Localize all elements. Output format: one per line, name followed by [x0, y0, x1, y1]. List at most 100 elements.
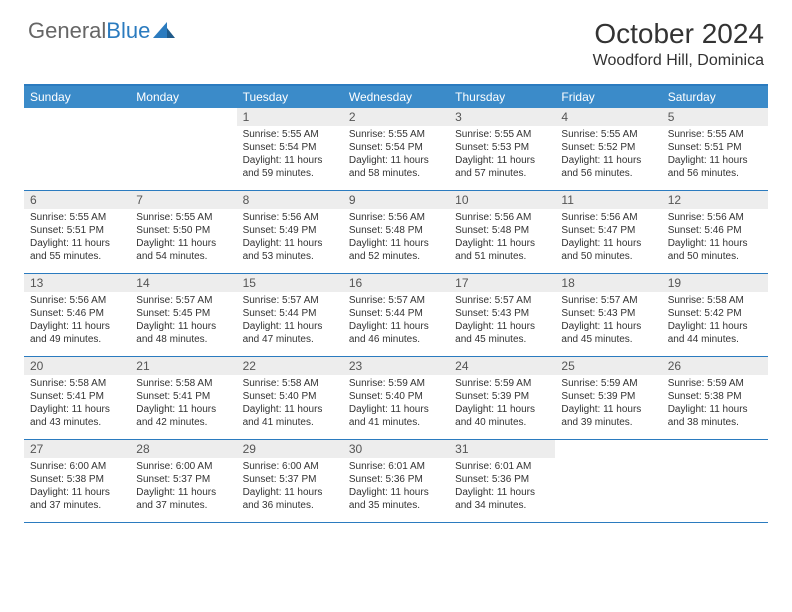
day-number: 7	[130, 191, 236, 209]
day-detail: Sunrise: 5:56 AMSunset: 5:46 PMDaylight:…	[24, 292, 130, 350]
calendar-cell	[24, 108, 130, 190]
day-detail: Sunrise: 6:00 AMSunset: 5:37 PMDaylight:…	[237, 458, 343, 516]
day-detail: Sunrise: 5:58 AMSunset: 5:41 PMDaylight:…	[130, 375, 236, 433]
day-header: Monday	[130, 86, 236, 108]
calendar-cell: 14Sunrise: 5:57 AMSunset: 5:45 PMDayligh…	[130, 274, 236, 356]
calendar-cell: 28Sunrise: 6:00 AMSunset: 5:37 PMDayligh…	[130, 440, 236, 522]
day-header: Friday	[555, 86, 661, 108]
day-detail: Sunrise: 5:57 AMSunset: 5:45 PMDaylight:…	[130, 292, 236, 350]
calendar-cell: 24Sunrise: 5:59 AMSunset: 5:39 PMDayligh…	[449, 357, 555, 439]
calendar-cell: 7Sunrise: 5:55 AMSunset: 5:50 PMDaylight…	[130, 191, 236, 273]
day-detail: Sunrise: 5:55 AMSunset: 5:53 PMDaylight:…	[449, 126, 555, 184]
week-row: 13Sunrise: 5:56 AMSunset: 5:46 PMDayligh…	[24, 274, 768, 357]
day-detail: Sunrise: 5:57 AMSunset: 5:44 PMDaylight:…	[343, 292, 449, 350]
day-number: 6	[24, 191, 130, 209]
weeks-container: 1Sunrise: 5:55 AMSunset: 5:54 PMDaylight…	[24, 108, 768, 523]
day-detail: Sunrise: 5:55 AMSunset: 5:52 PMDaylight:…	[555, 126, 661, 184]
day-detail: Sunrise: 5:56 AMSunset: 5:46 PMDaylight:…	[662, 209, 768, 267]
day-header: Wednesday	[343, 86, 449, 108]
calendar-cell	[555, 440, 661, 522]
calendar-cell: 21Sunrise: 5:58 AMSunset: 5:41 PMDayligh…	[130, 357, 236, 439]
day-number: 5	[662, 108, 768, 126]
day-number: 11	[555, 191, 661, 209]
calendar-cell: 4Sunrise: 5:55 AMSunset: 5:52 PMDaylight…	[555, 108, 661, 190]
title-block: October 2024 Woodford Hill, Dominica	[593, 18, 764, 70]
week-row: 1Sunrise: 5:55 AMSunset: 5:54 PMDaylight…	[24, 108, 768, 191]
day-detail: Sunrise: 5:56 AMSunset: 5:48 PMDaylight:…	[449, 209, 555, 267]
day-detail: Sunrise: 5:59 AMSunset: 5:39 PMDaylight:…	[555, 375, 661, 433]
day-detail: Sunrise: 5:55 AMSunset: 5:54 PMDaylight:…	[343, 126, 449, 184]
day-number: 16	[343, 274, 449, 292]
logo: GeneralBlue	[28, 18, 175, 44]
calendar-cell: 13Sunrise: 5:56 AMSunset: 5:46 PMDayligh…	[24, 274, 130, 356]
day-detail: Sunrise: 5:55 AMSunset: 5:54 PMDaylight:…	[237, 126, 343, 184]
day-detail: Sunrise: 5:58 AMSunset: 5:42 PMDaylight:…	[662, 292, 768, 350]
day-number: 24	[449, 357, 555, 375]
day-number: 18	[555, 274, 661, 292]
day-header: Tuesday	[237, 86, 343, 108]
day-detail: Sunrise: 5:56 AMSunset: 5:48 PMDaylight:…	[343, 209, 449, 267]
day-number: 27	[24, 440, 130, 458]
day-number: 9	[343, 191, 449, 209]
logo-text-general: General	[28, 18, 106, 44]
day-number: 10	[449, 191, 555, 209]
day-number: 1	[237, 108, 343, 126]
day-detail: Sunrise: 6:00 AMSunset: 5:37 PMDaylight:…	[130, 458, 236, 516]
day-detail: Sunrise: 6:01 AMSunset: 5:36 PMDaylight:…	[449, 458, 555, 516]
day-detail: Sunrise: 5:55 AMSunset: 5:50 PMDaylight:…	[130, 209, 236, 267]
day-number: 14	[130, 274, 236, 292]
day-number: 28	[130, 440, 236, 458]
day-detail: Sunrise: 5:59 AMSunset: 5:40 PMDaylight:…	[343, 375, 449, 433]
day-number: 20	[24, 357, 130, 375]
logo-text-blue: Blue	[106, 18, 150, 44]
day-number: 17	[449, 274, 555, 292]
calendar-cell: 25Sunrise: 5:59 AMSunset: 5:39 PMDayligh…	[555, 357, 661, 439]
day-detail: Sunrise: 5:57 AMSunset: 5:43 PMDaylight:…	[555, 292, 661, 350]
header: GeneralBlue October 2024 Woodford Hill, …	[0, 0, 792, 78]
day-detail: Sunrise: 5:59 AMSunset: 5:38 PMDaylight:…	[662, 375, 768, 433]
calendar-cell: 31Sunrise: 6:01 AMSunset: 5:36 PMDayligh…	[449, 440, 555, 522]
day-detail: Sunrise: 5:55 AMSunset: 5:51 PMDaylight:…	[24, 209, 130, 267]
day-detail: Sunrise: 5:58 AMSunset: 5:40 PMDaylight:…	[237, 375, 343, 433]
calendar-cell: 15Sunrise: 5:57 AMSunset: 5:44 PMDayligh…	[237, 274, 343, 356]
week-row: 27Sunrise: 6:00 AMSunset: 5:38 PMDayligh…	[24, 440, 768, 523]
day-header: Thursday	[449, 86, 555, 108]
day-detail: Sunrise: 5:57 AMSunset: 5:43 PMDaylight:…	[449, 292, 555, 350]
week-row: 20Sunrise: 5:58 AMSunset: 5:41 PMDayligh…	[24, 357, 768, 440]
calendar-cell: 19Sunrise: 5:58 AMSunset: 5:42 PMDayligh…	[662, 274, 768, 356]
calendar-cell: 10Sunrise: 5:56 AMSunset: 5:48 PMDayligh…	[449, 191, 555, 273]
calendar-cell: 6Sunrise: 5:55 AMSunset: 5:51 PMDaylight…	[24, 191, 130, 273]
calendar-cell	[130, 108, 236, 190]
day-detail: Sunrise: 6:00 AMSunset: 5:38 PMDaylight:…	[24, 458, 130, 516]
calendar-cell: 29Sunrise: 6:00 AMSunset: 5:37 PMDayligh…	[237, 440, 343, 522]
day-header-row: Sunday Monday Tuesday Wednesday Thursday…	[24, 86, 768, 108]
calendar-cell: 23Sunrise: 5:59 AMSunset: 5:40 PMDayligh…	[343, 357, 449, 439]
day-number: 25	[555, 357, 661, 375]
day-number: 19	[662, 274, 768, 292]
calendar: Sunday Monday Tuesday Wednesday Thursday…	[24, 84, 768, 523]
day-number: 30	[343, 440, 449, 458]
calendar-cell: 11Sunrise: 5:56 AMSunset: 5:47 PMDayligh…	[555, 191, 661, 273]
calendar-cell: 20Sunrise: 5:58 AMSunset: 5:41 PMDayligh…	[24, 357, 130, 439]
calendar-cell: 26Sunrise: 5:59 AMSunset: 5:38 PMDayligh…	[662, 357, 768, 439]
day-number: 13	[24, 274, 130, 292]
calendar-cell: 12Sunrise: 5:56 AMSunset: 5:46 PMDayligh…	[662, 191, 768, 273]
day-detail: Sunrise: 6:01 AMSunset: 5:36 PMDaylight:…	[343, 458, 449, 516]
day-detail: Sunrise: 5:59 AMSunset: 5:39 PMDaylight:…	[449, 375, 555, 433]
day-number: 26	[662, 357, 768, 375]
day-number: 23	[343, 357, 449, 375]
day-detail: Sunrise: 5:55 AMSunset: 5:51 PMDaylight:…	[662, 126, 768, 184]
calendar-cell: 1Sunrise: 5:55 AMSunset: 5:54 PMDaylight…	[237, 108, 343, 190]
calendar-cell: 16Sunrise: 5:57 AMSunset: 5:44 PMDayligh…	[343, 274, 449, 356]
day-number: 31	[449, 440, 555, 458]
location: Woodford Hill, Dominica	[593, 52, 764, 70]
calendar-cell: 27Sunrise: 6:00 AMSunset: 5:38 PMDayligh…	[24, 440, 130, 522]
day-number: 15	[237, 274, 343, 292]
calendar-cell: 5Sunrise: 5:55 AMSunset: 5:51 PMDaylight…	[662, 108, 768, 190]
day-header: Sunday	[24, 86, 130, 108]
month-title: October 2024	[593, 18, 764, 50]
calendar-cell: 17Sunrise: 5:57 AMSunset: 5:43 PMDayligh…	[449, 274, 555, 356]
calendar-cell	[662, 440, 768, 522]
day-detail: Sunrise: 5:57 AMSunset: 5:44 PMDaylight:…	[237, 292, 343, 350]
day-number: 4	[555, 108, 661, 126]
